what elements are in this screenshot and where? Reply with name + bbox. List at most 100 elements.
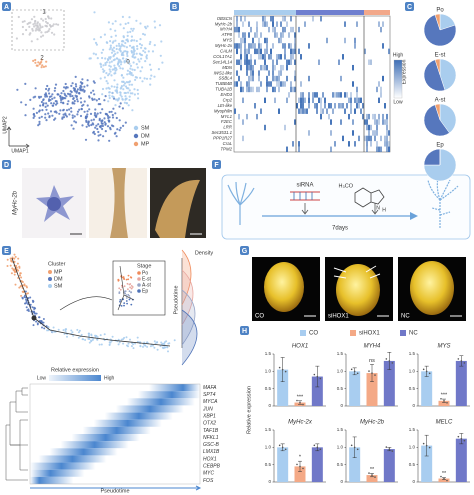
cell-dot <box>143 47 147 50</box>
cell-dot <box>46 104 49 107</box>
cell-dot <box>90 123 93 127</box>
heat-cell <box>302 108 304 114</box>
trajectory-dot <box>70 329 73 332</box>
cell-dot <box>122 35 125 38</box>
heat-cell <box>256 48 258 55</box>
replicate-dot <box>425 370 428 373</box>
cell-dot <box>100 51 103 54</box>
low-label: Low <box>393 99 403 105</box>
cell-dot <box>97 130 100 134</box>
cell-dot <box>40 31 43 34</box>
heat-cell <box>264 97 266 104</box>
y-tick-label: 0.5 <box>265 462 272 467</box>
heat-cell <box>250 75 252 82</box>
cell-dot <box>105 72 108 75</box>
cell-dot <box>49 99 52 102</box>
heat-cell <box>294 119 296 125</box>
umap1-label: UMAP1 <box>11 148 28 154</box>
gene-label: MyHc-2b <box>13 190 19 215</box>
stage-dot <box>127 288 129 291</box>
cluster-id: 0 <box>126 60 130 66</box>
trajectory-dot <box>34 312 36 315</box>
y-tick-label: 1.0 <box>409 369 416 374</box>
trajectory-dot <box>65 328 68 331</box>
trajectory-dot <box>23 283 26 286</box>
replicate-dot <box>443 400 445 402</box>
cell-dot <box>41 64 44 67</box>
heat-cell <box>284 48 286 55</box>
heat-cell <box>308 103 310 109</box>
cell-dot <box>71 94 74 98</box>
trajectory-dot <box>47 326 50 329</box>
heat-cell <box>300 108 302 114</box>
cell-dot <box>93 81 96 84</box>
cell-dot <box>53 118 56 121</box>
heat-cell <box>358 97 360 104</box>
cell-dot <box>107 21 110 24</box>
heatmap-frame <box>29 383 201 485</box>
cell-dot <box>86 113 89 116</box>
cell-dot <box>69 95 72 98</box>
heat-cell <box>368 130 370 136</box>
cell-dot <box>114 104 117 107</box>
legend-swatch <box>133 133 139 139</box>
cell-dot <box>68 93 71 96</box>
heat-cell <box>254 48 256 55</box>
replicate-dot <box>281 446 284 449</box>
cell-dot <box>121 57 125 60</box>
gene-label: XBP1 <box>202 413 216 419</box>
legend-swatch <box>350 330 356 336</box>
heat-cell <box>284 124 286 131</box>
cell-dot <box>43 93 47 96</box>
cell-dot <box>61 96 64 99</box>
heat-cell <box>246 86 248 93</box>
trajectory-dot <box>167 350 169 353</box>
cell-dot <box>108 64 111 67</box>
cell-dot <box>30 18 33 21</box>
cell-dot <box>112 107 115 110</box>
cell-dot <box>133 88 136 91</box>
heat-cell <box>290 59 292 65</box>
cell-dot <box>160 40 163 43</box>
cell-dot <box>137 58 140 61</box>
cell-dot <box>147 50 150 53</box>
heat-row <box>30 476 200 484</box>
cell-dot <box>75 85 78 88</box>
trajectory-dot <box>10 259 13 262</box>
cell-dot <box>129 64 133 67</box>
cell-dot <box>34 61 37 64</box>
panel-label: B <box>172 4 177 11</box>
high-label: High <box>104 375 115 381</box>
cell-dot <box>125 102 128 105</box>
cell-dot <box>60 92 63 95</box>
trajectory-dot <box>80 333 83 336</box>
trajectory-dot <box>9 257 12 260</box>
panel-badge <box>170 2 179 11</box>
cell-dot <box>115 89 118 92</box>
heat-cell <box>328 103 330 109</box>
cell-dot <box>53 89 56 92</box>
trajectory-dot <box>6 258 9 261</box>
stage-dot <box>125 297 128 299</box>
y-tick-label: 1.0 <box>265 445 272 450</box>
heat-cell <box>268 26 270 33</box>
cell-dot <box>62 89 65 93</box>
heat-cell <box>324 103 326 109</box>
panel-badge <box>212 160 221 169</box>
replicate-dot <box>463 362 466 364</box>
cell-dot <box>126 52 129 56</box>
expression-label: Expression <box>401 59 407 84</box>
cell-dot <box>109 57 112 60</box>
replicate-dot <box>463 439 466 442</box>
trajectory-dot <box>161 346 164 349</box>
trajectory-dot <box>142 345 144 348</box>
heat-cell <box>380 26 382 33</box>
heat-cell <box>252 64 254 71</box>
cell-dot <box>85 125 88 128</box>
cell-dot <box>31 29 34 32</box>
heat-cell <box>298 141 300 147</box>
pie-label: Ep <box>436 143 444 149</box>
cell-dot <box>39 95 43 98</box>
replicate-dot <box>319 448 322 451</box>
cell-dot <box>54 110 57 113</box>
